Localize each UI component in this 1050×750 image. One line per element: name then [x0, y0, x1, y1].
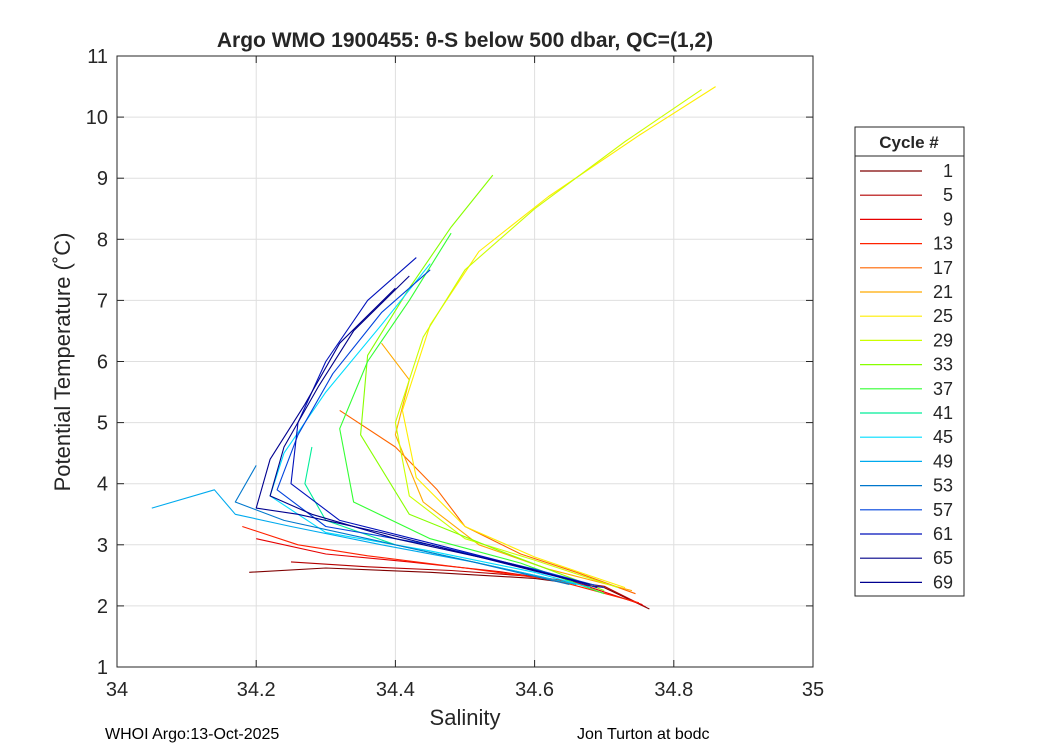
legend-label-cycle-13: 13 [933, 234, 953, 254]
footer-credit-right: Jon Turton at bodc [577, 726, 710, 743]
y-tick-label: 3 [97, 535, 108, 557]
x-tick-label: 34.6 [515, 679, 554, 701]
series-layer [151, 86, 716, 610]
footer-credit-left: WHOI Argo:13-Oct-2025 [105, 726, 280, 743]
x-tick-label: 34 [106, 679, 128, 701]
legend-label-cycle-29: 29 [933, 330, 953, 350]
x-tick-label: 34.4 [376, 679, 415, 701]
y-tick-label: 10 [86, 107, 108, 129]
series-line-cycle-29 [394, 89, 702, 589]
y-axis-label: Potential Temperature (˚C) [50, 233, 75, 492]
legend: Cycle # 1 5 9 13 17 21 25 29 33 37 41 45 49 53 57 61 65 6… [854, 126, 965, 597]
series-line-cycle-33 [360, 174, 605, 592]
series-line-cycle-5 [290, 561, 647, 608]
legend-label-cycle-17: 17 [933, 258, 953, 278]
legend-label-cycle-69: 69 [933, 572, 953, 592]
legend-label-cycle-5: 5 [943, 185, 953, 205]
y-tick-label: 4 [97, 474, 108, 496]
y-tick-label: 6 [97, 352, 108, 374]
series-line-cycle-53 [234, 465, 570, 586]
y-tick-label: 7 [97, 290, 108, 312]
legend-label-cycle-53: 53 [933, 476, 953, 496]
y-tick-label: 9 [97, 168, 108, 190]
y-tick-label: 11 [87, 46, 108, 68]
chart-title: Argo WMO 1900455: θ-S below 500 dbar, QC… [217, 29, 713, 52]
legend-label-cycle-41: 41 [933, 403, 953, 423]
series-line-cycle-1 [249, 567, 650, 610]
y-tick-label: 2 [97, 596, 108, 618]
legend-label-cycle-21: 21 [933, 282, 953, 302]
legend-label-cycle-57: 57 [933, 500, 953, 520]
legend-label-cycle-33: 33 [933, 355, 953, 375]
legend-label-cycle-9: 9 [943, 209, 953, 229]
series-line-cycle-37 [339, 232, 605, 595]
legend-label-cycle-25: 25 [933, 306, 953, 326]
grid [116, 55, 814, 668]
series-line-cycle-69 [255, 287, 577, 583]
legend-label-cycle-49: 49 [933, 451, 953, 471]
y-tick-label: 1 [97, 657, 108, 679]
legend-box [854, 126, 965, 597]
legend-label-cycle-65: 65 [933, 548, 953, 568]
legend-label-cycle-37: 37 [933, 379, 953, 399]
x-axis-label: Salinity [430, 705, 501, 730]
series-line-cycle-61 [290, 257, 598, 589]
y-tick-label: 8 [97, 229, 108, 251]
x-tick-label: 34.2 [237, 679, 276, 701]
x-tick-label: 35 [802, 679, 824, 701]
legend-entries: 1 5 9 13 17 21 25 29 33 37 41 45 49 53 57 61 65 69 [860, 161, 953, 592]
legend-title: Cycle # [879, 133, 939, 152]
series-line-cycle-25 [401, 86, 716, 589]
legend-label-cycle-1: 1 [943, 161, 953, 181]
x-tick-label: 34.8 [654, 679, 693, 701]
legend-label-cycle-45: 45 [933, 427, 953, 447]
y-tick-label: 5 [97, 413, 108, 435]
legend-label-cycle-61: 61 [933, 524, 953, 544]
